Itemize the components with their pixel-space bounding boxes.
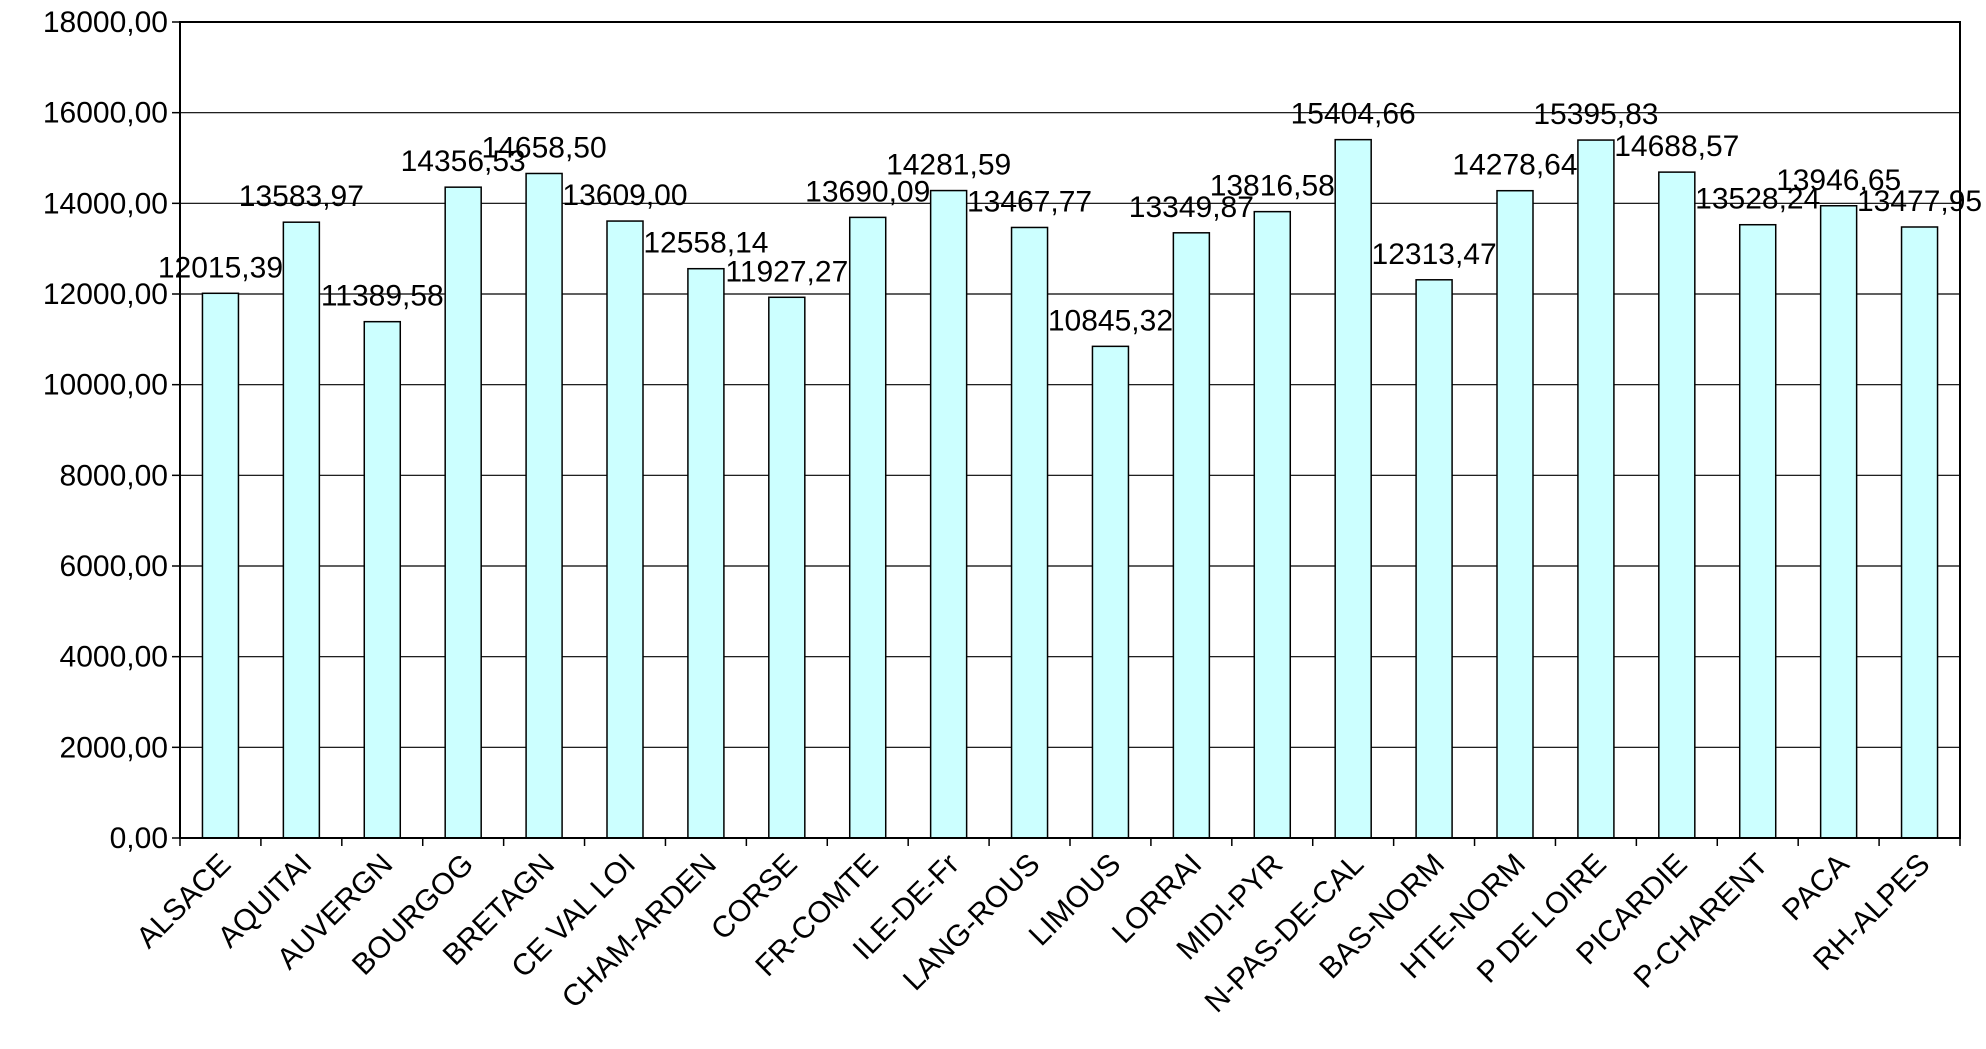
- data-label: 15395,83: [1533, 98, 1658, 131]
- bar: [363, 320, 402, 839]
- data-label: 13583,97: [239, 180, 364, 213]
- data-label: 11389,58: [321, 280, 444, 313]
- data-label: 12313,47: [1372, 238, 1497, 271]
- data-label: 13349,87: [1129, 191, 1254, 224]
- bar: [201, 292, 240, 839]
- data-label: 12558,14: [643, 227, 768, 260]
- bar: [1253, 210, 1292, 839]
- bar: [1091, 345, 1130, 839]
- y-tick-label: 0,00: [110, 822, 168, 855]
- data-label: 12015,39: [158, 251, 283, 284]
- bar: [1819, 205, 1858, 839]
- bar: [606, 220, 644, 839]
- bar: [768, 296, 806, 839]
- data-label: 13946,65: [1776, 164, 1901, 197]
- bar: [687, 267, 725, 839]
- bar: [1496, 189, 1534, 839]
- y-tick-label: 4000,00: [60, 641, 168, 674]
- data-label: 13467,77: [967, 185, 1092, 218]
- bar: [282, 221, 321, 839]
- bar: [1415, 279, 1453, 839]
- y-axis-ticks: 0,00 2000,00 4000,00 6000,00 8000,00 10000,00…: [43, 6, 180, 855]
- data-label: 13609,00: [562, 179, 687, 212]
- y-tick-label: 14000,00: [43, 187, 168, 220]
- data-labels: 12015,39 13583,97 11389,58 14356,5314658,50…: [158, 98, 1982, 338]
- bar: [444, 186, 482, 839]
- y-tick-label: 6000,00: [60, 550, 168, 583]
- data-label: 13690,09: [805, 175, 930, 208]
- bar: [1738, 223, 1777, 839]
- bar: [1658, 171, 1696, 839]
- data-label: 14688,57: [1614, 130, 1739, 163]
- bar: [1172, 232, 1211, 839]
- data-label: 11927,27: [725, 255, 848, 288]
- data-label: 13477,95: [1857, 185, 1982, 218]
- bar: [1577, 139, 1615, 839]
- data-label: 14356,53: [401, 145, 526, 178]
- data-label: 14281,59: [886, 149, 1011, 182]
- data-label: 10845,32: [1048, 304, 1173, 337]
- bar: [1010, 226, 1049, 839]
- bars: [201, 138, 1939, 839]
- x-tick-label: PACA: [1776, 848, 1856, 928]
- data-label: 14658,50: [482, 131, 607, 164]
- y-tick-label: 8000,00: [60, 459, 168, 492]
- y-tick-label: 12000,00: [43, 278, 168, 311]
- bar: [1334, 138, 1372, 839]
- y-tick-label: 2000,00: [60, 731, 168, 764]
- data-label: 14278,64: [1452, 149, 1577, 182]
- bar: [848, 216, 887, 839]
- y-tick-label: 16000,00: [43, 97, 168, 130]
- bar: [525, 172, 563, 839]
- data-label: 13816,58: [1210, 170, 1335, 203]
- y-tick-label: 18000,00: [43, 6, 168, 39]
- y-tick-label: 10000,00: [43, 369, 168, 402]
- data-label: 13528,24: [1695, 183, 1820, 216]
- bar: [1900, 226, 1939, 839]
- data-label: 15404,66: [1291, 98, 1416, 131]
- bar: [929, 189, 968, 839]
- axes: [179, 22, 1961, 846]
